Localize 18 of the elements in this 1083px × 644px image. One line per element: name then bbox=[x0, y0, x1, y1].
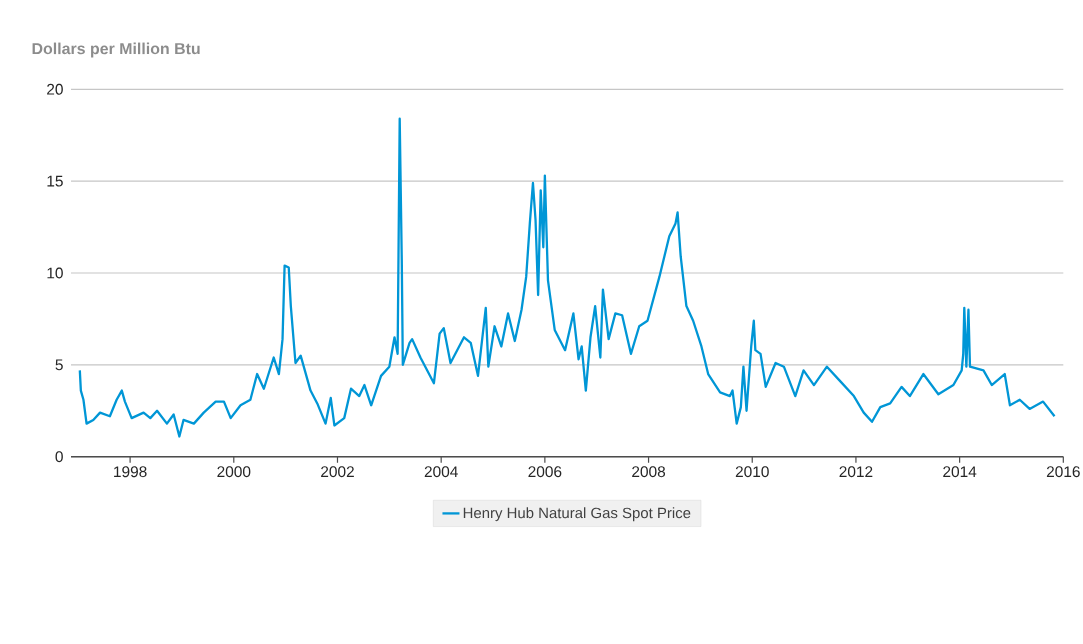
y-tick-label: 10 bbox=[47, 267, 63, 279]
x-tick-label: 2016 bbox=[1046, 466, 1080, 478]
x-tick-label: 2000 bbox=[217, 466, 251, 478]
x-tick-label: 2012 bbox=[839, 466, 873, 478]
x-tick-label: 2002 bbox=[321, 466, 354, 478]
x-tick-label: 2006 bbox=[528, 466, 562, 478]
x-tick-label: 2010 bbox=[735, 466, 769, 478]
y-tick-label: 5 bbox=[55, 359, 63, 371]
x-tick-label: 2004 bbox=[424, 466, 458, 478]
x-tick-label: 1998 bbox=[114, 466, 147, 478]
x-tick-label: 2008 bbox=[632, 466, 666, 478]
line-series bbox=[78, 117, 1056, 438]
y-tick-label: 15 bbox=[47, 175, 63, 187]
y-tick-label: 0 bbox=[55, 451, 63, 463]
legend-label: Henry Hub Natural Gas Spot Price bbox=[463, 507, 691, 522]
y-axis-title: Dollars per Million Btu bbox=[32, 42, 200, 58]
y-tick-label: 20 bbox=[47, 83, 63, 95]
x-tick-label: 2014 bbox=[943, 466, 977, 478]
